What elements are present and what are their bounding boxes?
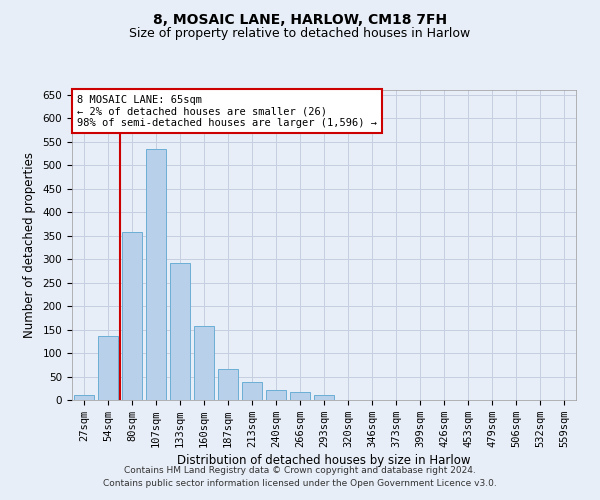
- Bar: [266, 390, 286, 400]
- Bar: [314, 396, 334, 400]
- Bar: [194, 326, 214, 400]
- Bar: [170, 264, 190, 400]
- Bar: [290, 392, 310, 400]
- Bar: [218, 368, 238, 400]
- Bar: [98, 336, 118, 400]
- Text: 8, MOSAIC LANE, HARLOW, CM18 7FH: 8, MOSAIC LANE, HARLOW, CM18 7FH: [153, 12, 447, 26]
- Text: Contains HM Land Registry data © Crown copyright and database right 2024.
Contai: Contains HM Land Registry data © Crown c…: [103, 466, 497, 487]
- Text: 8 MOSAIC LANE: 65sqm
← 2% of detached houses are smaller (26)
98% of semi-detach: 8 MOSAIC LANE: 65sqm ← 2% of detached ho…: [77, 94, 377, 128]
- Bar: [146, 148, 166, 400]
- Bar: [74, 396, 94, 400]
- X-axis label: Distribution of detached houses by size in Harlow: Distribution of detached houses by size …: [177, 454, 471, 467]
- Text: Size of property relative to detached houses in Harlow: Size of property relative to detached ho…: [130, 28, 470, 40]
- Bar: [242, 382, 262, 400]
- Y-axis label: Number of detached properties: Number of detached properties: [23, 152, 35, 338]
- Bar: [122, 232, 142, 400]
